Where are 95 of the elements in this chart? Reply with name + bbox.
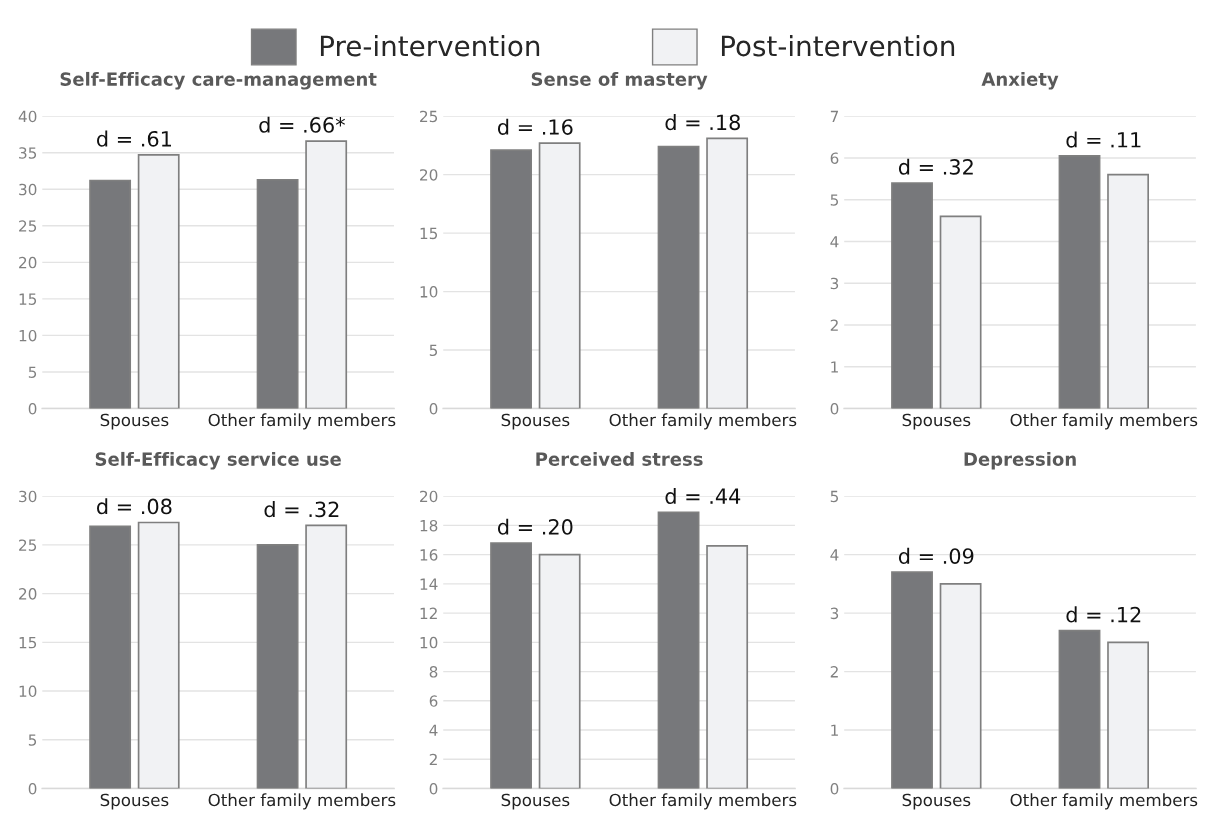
annotation: d = .20 (497, 518, 573, 535)
annotation: d = .12 (1066, 606, 1141, 623)
y-tick-label: 15 (420, 227, 438, 240)
legend-label: Pre-intervention (320, 34, 540, 57)
y-tick-label: 0 (28, 402, 37, 415)
y-tick-label: 20 (420, 490, 438, 503)
y-tick-label: 2 (429, 753, 437, 766)
y-tick-label: 25 (19, 539, 37, 551)
annotation: d = .66* (259, 116, 345, 133)
bar (1058, 155, 1101, 409)
bar (538, 553, 581, 789)
bar (939, 583, 982, 789)
x-tick-label: Other family members (208, 413, 396, 430)
y-tick-label: 0 (830, 782, 839, 795)
y-tick-label: 18 (420, 519, 438, 532)
x-tick-label: Other family members (1010, 413, 1198, 430)
bar (490, 149, 533, 409)
annotation: d = .11 (1066, 131, 1141, 148)
y-tick-label: 30 (19, 490, 37, 503)
y-tick-label: 5 (28, 734, 37, 746)
annotation: d = .32 (264, 501, 339, 518)
y-tick-label: 0 (830, 402, 839, 415)
y-tick-label: 20 (19, 588, 37, 600)
y-tick-label: 15 (19, 637, 37, 649)
bar (706, 545, 749, 789)
annotation: d = .09 (898, 547, 974, 564)
y-tick-label: 20 (420, 169, 438, 181)
y-tick-label: 3 (830, 277, 839, 290)
x-tick-label: Spouses (902, 413, 971, 430)
chart-title: Self-Efficacy care-management (60, 71, 377, 90)
y-tick-label: 0 (28, 782, 37, 795)
bar (538, 142, 581, 409)
bar (706, 137, 749, 409)
bar (657, 511, 700, 789)
x-tick-label: Spouses (902, 793, 971, 810)
y-tick-label: 0 (429, 782, 438, 795)
y-tick-label: 14 (420, 578, 438, 590)
y-tick-label: 4 (429, 724, 438, 736)
chart-title: Sense of mastery (531, 71, 708, 90)
y-tick-label: 10 (19, 329, 37, 342)
bar (490, 542, 533, 789)
y-tick-label: 1 (831, 361, 838, 373)
x-tick-label: Other family members (1010, 793, 1198, 810)
y-tick-label: 1 (831, 724, 838, 736)
annotation: d = .32 (898, 158, 973, 175)
x-tick-label: Spouses (100, 413, 169, 430)
y-tick-label: 3 (830, 607, 839, 620)
x-tick-label: Spouses (501, 413, 570, 430)
y-tick-label: 7 (830, 110, 839, 122)
annotation: d = .16 (497, 118, 573, 135)
y-tick-label: 5 (830, 490, 838, 503)
y-tick-label: 35 (19, 147, 37, 159)
bar (1058, 629, 1101, 789)
x-tick-label: Other family members (208, 793, 396, 810)
chart-title: Anxiety (981, 71, 1059, 90)
chart-title: Self-Efficacy service use (95, 451, 341, 470)
y-tick-label: 8 (429, 666, 438, 678)
y-tick-label: 15 (19, 293, 37, 305)
y-tick-label: 5 (429, 344, 438, 357)
y-tick-label: 10 (19, 685, 37, 698)
y-tick-label: 4 (830, 549, 839, 561)
y-tick-label: 25 (420, 110, 438, 123)
x-tick-label: Other family members (609, 793, 797, 810)
bar (891, 571, 933, 789)
bar (939, 215, 982, 409)
y-tick-label: 4 (830, 236, 839, 248)
chart-title: Depression (964, 451, 1076, 470)
y-tick-label: 16 (420, 549, 438, 561)
y-tick-label: 10 (420, 286, 438, 298)
bar (1107, 173, 1150, 409)
bar (1107, 641, 1150, 789)
annotation: d = .08 (97, 498, 172, 515)
y-tick-label: 2 (830, 319, 838, 331)
y-tick-label: 20 (19, 256, 37, 269)
y-tick-label: 10 (420, 636, 438, 649)
y-tick-label: 12 (420, 607, 437, 619)
annotation: d = .61 (97, 130, 171, 147)
chart-title: Perceived stress (536, 451, 703, 466)
y-tick-label: 6 (429, 695, 438, 707)
annotation: d = .44 (665, 487, 741, 505)
x-tick-label: Spouses (100, 793, 169, 810)
y-tick-label: 40 (18, 110, 37, 123)
y-tick-label: 30 (19, 183, 37, 196)
y-tick-label: 5 (830, 194, 838, 206)
x-tick-label: Spouses (501, 793, 570, 810)
y-tick-label: 0 (429, 402, 438, 415)
x-tick-label: Other family members (609, 413, 797, 430)
bar (657, 145, 700, 409)
bar (891, 182, 933, 409)
y-tick-label: 6 (830, 152, 839, 164)
y-tick-label: 2 (830, 666, 838, 678)
legend-label: Post-intervention (721, 34, 955, 57)
y-tick-label: 5 (28, 366, 37, 378)
annotation: d = .18 (665, 114, 740, 131)
y-tick-label: 25 (19, 220, 37, 232)
